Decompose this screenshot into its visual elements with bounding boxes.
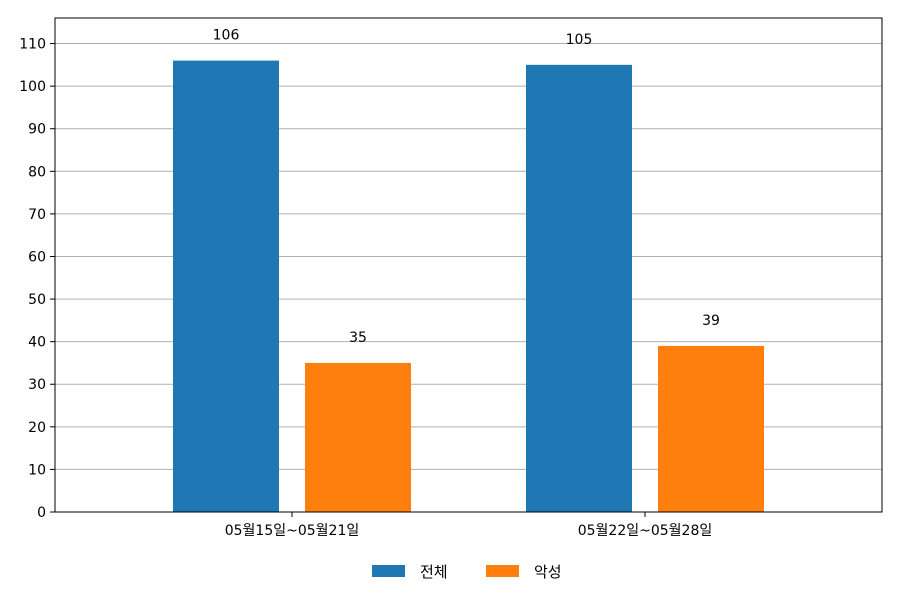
data-label: 39 — [702, 313, 720, 329]
data-label: 35 — [349, 330, 367, 346]
y-axis: 0 10 20 30 40 50 60 70 80 90 100 110 — [19, 37, 55, 521]
y-tick-label: 50 — [28, 292, 46, 308]
bar-total — [173, 60, 279, 512]
bars — [173, 60, 764, 513]
data-labels: 106 35 105 39 — [213, 28, 720, 346]
bar-malicious — [658, 345, 764, 512]
y-tick-label: 20 — [28, 420, 46, 436]
legend-label: 전체 — [420, 563, 448, 581]
legend-swatch — [486, 565, 519, 577]
y-tick-label: 0 — [37, 505, 46, 521]
data-label: 105 — [566, 32, 593, 48]
y-tick-label: 100 — [19, 79, 46, 95]
y-tick-label: 60 — [28, 249, 46, 265]
x-tick-label: 05월15일~05월21일 — [225, 523, 360, 539]
legend-label: 악성 — [534, 563, 562, 581]
y-tick-label: 40 — [28, 335, 46, 351]
legend: 전체 악성 — [372, 563, 562, 581]
x-axis: 05월15일~05월21일 05월22일~05월28일 — [225, 512, 713, 539]
y-tick-label: 90 — [28, 122, 46, 138]
x-tick-label: 05월22일~05월28일 — [578, 523, 713, 539]
bar-malicious — [305, 362, 411, 512]
bar-total — [526, 64, 632, 513]
legend-swatch — [372, 565, 405, 577]
plot-frame — [54, 17, 883, 513]
y-tick-label: 10 — [28, 462, 46, 478]
data-label: 106 — [213, 28, 240, 44]
y-tick-label: 30 — [28, 377, 46, 393]
y-tick-label: 110 — [19, 37, 46, 53]
y-tick-label: 70 — [28, 207, 46, 223]
y-tick-label: 80 — [28, 164, 46, 180]
